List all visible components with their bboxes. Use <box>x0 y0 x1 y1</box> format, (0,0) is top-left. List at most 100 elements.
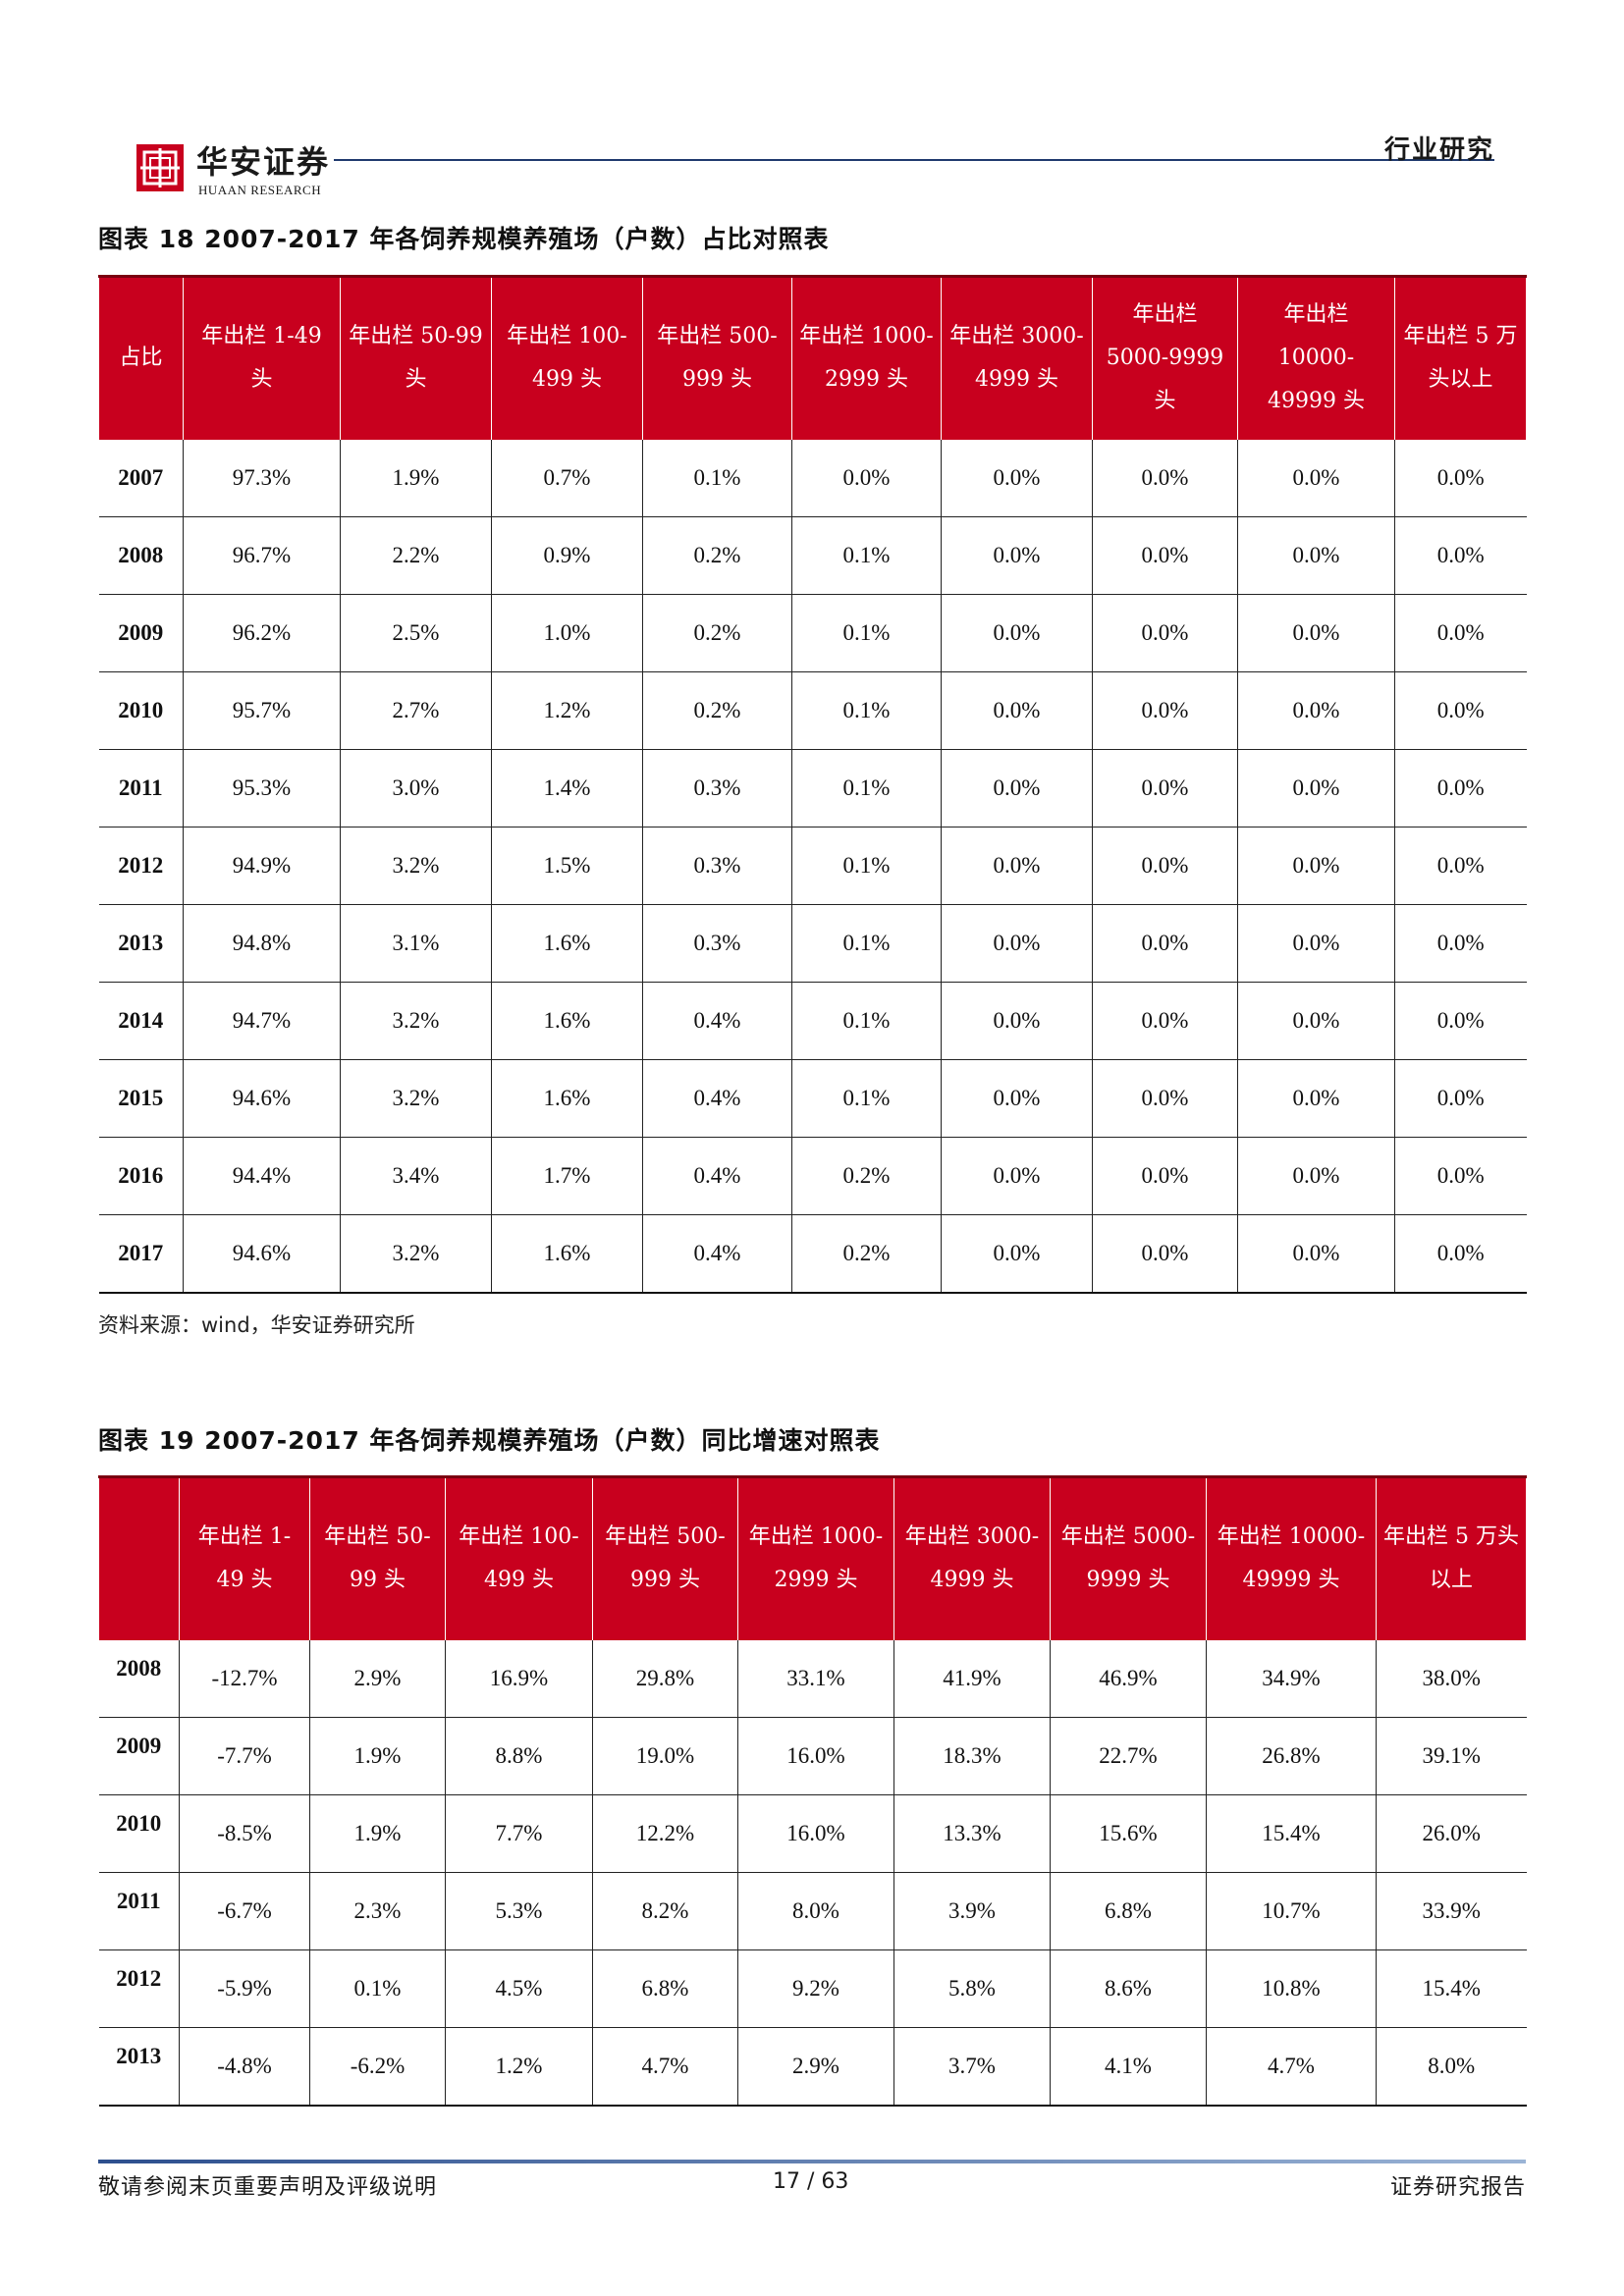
table-row: 2011 95.3% 3.0% 1.4% 0.3% 0.1% 0.0% 0.0% 0.0% 0.0… <box>98 749 1527 828</box>
table-row: 2017 94.6% 3.2% 1.6% 0.4% 0.2% 0.0% 0.0% 0.0% 0.0… <box>98 1214 1527 1294</box>
value-cell: 0.0% <box>1092 904 1238 983</box>
value-cell: 3.7% <box>893 2027 1051 2107</box>
table19-header-cell: 年出栏 50-99 头 <box>309 1476 446 1640</box>
value-cell: 0.0% <box>1092 671 1238 750</box>
value-cell: 8.0% <box>737 1872 894 1950</box>
value-cell: 0.0% <box>1237 1059 1395 1138</box>
table19-header-cell: 年出栏 100-499 头 <box>445 1476 593 1640</box>
row-year-cell: 2015 <box>98 1059 184 1138</box>
value-cell: 15.6% <box>1050 1794 1207 1873</box>
value-cell: 0.0% <box>1237 904 1395 983</box>
value-cell: 0.0% <box>1237 982 1395 1060</box>
row-year-cell: 2013 <box>98 904 184 983</box>
value-cell: -5.9% <box>179 1949 310 2028</box>
value-cell: 0.0% <box>1092 749 1238 828</box>
table18-header-cell: 年出栏 5 万头以上 <box>1394 276 1527 440</box>
table18-header-cell: 年出栏 500-999 头 <box>642 276 792 440</box>
value-cell: 5.8% <box>893 1949 1051 2028</box>
value-cell: 1.6% <box>491 982 643 1060</box>
value-cell: 94.9% <box>183 827 341 905</box>
value-cell: 8.0% <box>1376 2027 1527 2107</box>
value-cell: 46.9% <box>1050 1639 1207 1718</box>
page-number: 17 / 63 <box>773 2169 849 2194</box>
value-cell: 0.2% <box>791 1137 942 1215</box>
value-cell: -6.2% <box>309 2027 446 2107</box>
source-note: 资料来源：wind，华安证券研究所 <box>98 1313 415 1337</box>
value-cell: 0.0% <box>1237 749 1395 828</box>
value-cell: 0.1% <box>642 439 792 517</box>
value-cell: 0.0% <box>791 439 942 517</box>
value-cell: 0.0% <box>1237 671 1395 750</box>
company-name-cn: 华安证券 <box>196 143 331 181</box>
value-cell: 8.8% <box>445 1717 593 1795</box>
row-year-cell: 2011 <box>98 749 184 828</box>
value-cell: 0.3% <box>642 827 792 905</box>
table18-header-cell: 年出栏 5000-9999 头 <box>1092 276 1238 440</box>
table-row: 2016 94.4% 3.4% 1.7% 0.4% 0.2% 0.0% 0.0% 0.0% 0.0… <box>98 1137 1527 1215</box>
value-cell: 1.9% <box>309 1794 446 1873</box>
value-cell: 0.0% <box>1394 516 1527 595</box>
value-cell: 22.7% <box>1050 1717 1207 1795</box>
value-cell: 0.1% <box>791 1059 942 1138</box>
value-cell: 0.0% <box>1394 594 1527 672</box>
value-cell: 0.2% <box>642 671 792 750</box>
value-cell: 0.0% <box>1092 1214 1238 1294</box>
value-cell: 15.4% <box>1376 1949 1527 2028</box>
table18-header-cell: 年出栏 100-499 头 <box>491 276 643 440</box>
value-cell: 1.2% <box>491 671 643 750</box>
table18-header-cell: 年出栏 1000-2999 头 <box>791 276 942 440</box>
value-cell: 0.0% <box>941 516 1093 595</box>
footer-disclaimer: 敬请参阅末页重要声明及评级说明 <box>98 2175 438 2200</box>
table19: 年出栏 1-49 头年出栏 50-99 头年出栏 100-499 头年出栏 50… <box>98 1475 1527 2107</box>
value-cell: 1.0% <box>491 594 643 672</box>
value-cell: 0.4% <box>642 982 792 1060</box>
value-cell: 0.0% <box>1237 1137 1395 1215</box>
value-cell: 96.2% <box>183 594 341 672</box>
value-cell: 0.1% <box>791 671 942 750</box>
value-cell: 6.8% <box>1050 1872 1207 1950</box>
table19-header-cell: 年出栏 5000-9999 头 <box>1050 1476 1207 1640</box>
value-cell: 2.7% <box>340 671 492 750</box>
row-year-cell: 2009 <box>98 1717 180 1795</box>
row-year-cell: 2008 <box>98 1639 180 1718</box>
value-cell: 94.6% <box>183 1214 341 1294</box>
value-cell: 94.6% <box>183 1059 341 1138</box>
value-cell: 8.2% <box>592 1872 738 1950</box>
row-year-cell: 2008 <box>98 516 184 595</box>
row-year-cell: 2014 <box>98 982 184 1060</box>
value-cell: 1.6% <box>491 904 643 983</box>
value-cell: 95.3% <box>183 749 341 828</box>
value-cell: 0.0% <box>1092 439 1238 517</box>
table18-header-row: 占比 年出栏 1-49 头年出栏 50-99 头年出栏 100-499 头年出栏 … <box>98 276 1527 440</box>
value-cell: 0.7% <box>491 439 643 517</box>
value-cell: 3.2% <box>340 1214 492 1294</box>
value-cell: 16.9% <box>445 1639 593 1718</box>
value-cell: 0.2% <box>791 1214 942 1294</box>
value-cell: 94.4% <box>183 1137 341 1215</box>
value-cell: 0.0% <box>1394 982 1527 1060</box>
value-cell: 12.2% <box>592 1794 738 1873</box>
value-cell: 0.2% <box>642 516 792 595</box>
value-cell: 0.0% <box>1394 1214 1527 1294</box>
value-cell: 0.4% <box>642 1059 792 1138</box>
value-cell: -6.7% <box>179 1872 310 1950</box>
value-cell: 39.1% <box>1376 1717 1527 1795</box>
table18: 占比 年出栏 1-49 头年出栏 50-99 头年出栏 100-499 头年出栏 … <box>98 275 1527 1294</box>
value-cell: 2.3% <box>309 1872 446 1950</box>
value-cell: 33.1% <box>737 1639 894 1718</box>
value-cell: 1.6% <box>491 1214 643 1294</box>
value-cell: 0.4% <box>642 1137 792 1215</box>
value-cell: 0.1% <box>791 594 942 672</box>
value-cell: 3.2% <box>340 982 492 1060</box>
value-cell: 29.8% <box>592 1639 738 1718</box>
value-cell: 1.4% <box>491 749 643 828</box>
value-cell: 4.1% <box>1050 2027 1207 2107</box>
value-cell: 0.1% <box>791 827 942 905</box>
table19-header-cell: 年出栏 10000-49999 头 <box>1206 1476 1377 1640</box>
table18-header-cell: 年出栏 1-49 头 <box>183 276 341 440</box>
table19-header-cell <box>98 1476 180 1640</box>
value-cell: 0.0% <box>941 594 1093 672</box>
row-year-cell: 2010 <box>98 1794 180 1873</box>
value-cell: 19.0% <box>592 1717 738 1795</box>
value-cell: 0.1% <box>791 982 942 1060</box>
